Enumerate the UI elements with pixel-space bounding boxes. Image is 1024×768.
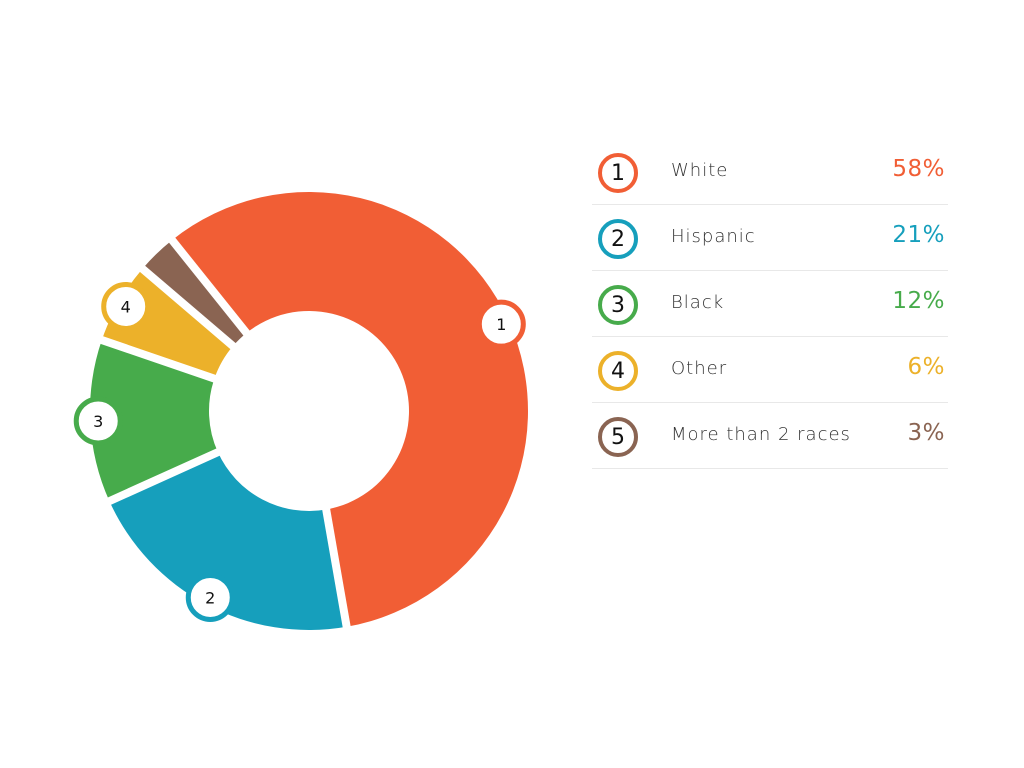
- legend-item: 4 Other 6%: [592, 337, 948, 403]
- legend-item: 1 White 58%: [592, 139, 948, 205]
- legend-badge: 2: [598, 219, 638, 259]
- slice-badge-label: 4: [121, 297, 131, 316]
- legend: 1 White 58% 2 Hispanic 21% 3 Black 12% 4 Ot…: [592, 139, 948, 469]
- slice-gap: [91, 333, 221, 385]
- slice-badge-label: 3: [93, 412, 103, 431]
- slice-badge: [476, 299, 526, 349]
- slice-badge: [73, 396, 123, 446]
- legend-value: 3%: [907, 420, 945, 446]
- legend-value: 58%: [892, 156, 945, 182]
- slice-1: [172, 191, 529, 627]
- legend-badge: 3: [598, 285, 638, 325]
- legend-value: 6%: [907, 354, 945, 380]
- slice-gap: [162, 229, 253, 340]
- slice-gap: [132, 259, 240, 353]
- legend-value: 21%: [892, 222, 945, 248]
- slice-5: [142, 240, 247, 347]
- slice-2: [109, 452, 347, 630]
- legend-label: More than 2 races: [671, 424, 851, 445]
- slice-badge-label: 2: [205, 588, 215, 607]
- legend-label: Other: [671, 358, 728, 379]
- legend-badge: 1: [598, 153, 638, 193]
- slice-badge: [101, 281, 151, 331]
- legend-value: 12%: [892, 288, 945, 314]
- legend-label: Hispanic: [671, 226, 756, 247]
- legend-label: Black: [671, 292, 725, 313]
- legend-badge: 4: [598, 351, 638, 391]
- legend-item: 5 More than 2 races 3%: [592, 403, 948, 469]
- slice-3: [90, 340, 218, 502]
- legend-badge: 5: [598, 417, 638, 457]
- legend-item: 3 Black 12%: [592, 271, 948, 337]
- legend-item: 2 Hispanic 21%: [592, 205, 948, 271]
- slice-badge: [185, 572, 235, 622]
- slice-gap: [98, 446, 225, 509]
- legend-label: White: [671, 160, 729, 181]
- slice-gap: [321, 503, 353, 638]
- slice-badge-label: 1: [496, 315, 506, 334]
